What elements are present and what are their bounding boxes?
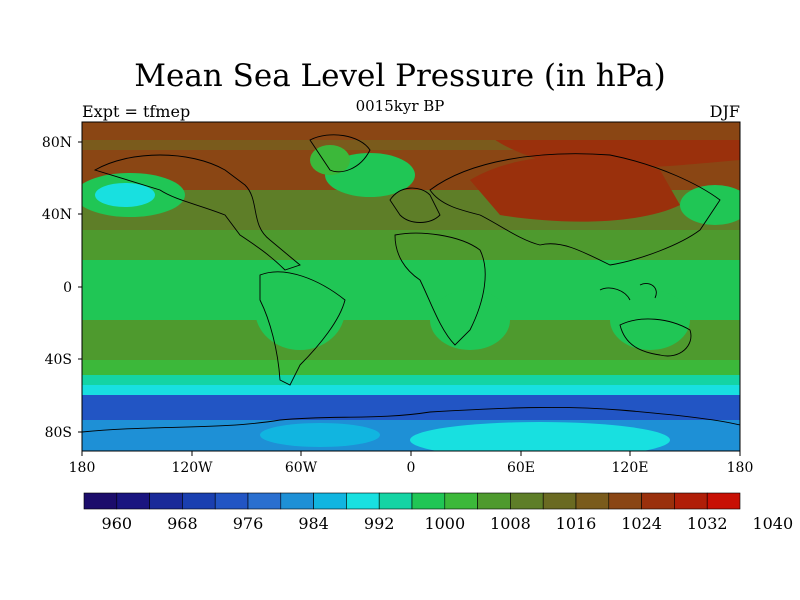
colorbar-label: 968 <box>167 514 198 533</box>
lat-tick-label: 40S <box>45 352 72 368</box>
colorbar-label: 1016 <box>556 514 597 533</box>
colorbar-label: 976 <box>233 514 264 533</box>
colorbar-swatch <box>247 492 282 510</box>
colorbar-label: 992 <box>364 514 395 533</box>
colorbar-swatch <box>182 492 216 510</box>
map-plot-area <box>82 122 740 451</box>
lon-tick-label: 120E <box>612 460 649 476</box>
colorbar-label: 1000 <box>424 514 465 533</box>
lon-tick-label: 180 <box>727 460 754 476</box>
colorbar-label: 1040 <box>752 514 793 533</box>
colorbar-swatch <box>444 492 478 510</box>
lon-tick-label: 0 <box>407 460 416 476</box>
colorbar-swatch <box>346 492 380 510</box>
colorbar-swatch <box>706 492 741 510</box>
colorbar-label: 1024 <box>621 514 662 533</box>
chart-subtitle: 0015kyr BP <box>355 97 445 115</box>
lon-tick-label: 180 <box>69 460 96 476</box>
chart-title: Mean Sea Level Pressure (in hPa) <box>134 58 666 94</box>
colorbar-swatch <box>214 492 249 510</box>
lat-tick-label: 80N <box>42 135 72 151</box>
colorbar-swatch <box>674 492 708 510</box>
colorbar-label: 1032 <box>687 514 728 533</box>
lon-tick-label: 120W <box>171 460 213 476</box>
colorbar-swatch <box>378 492 413 510</box>
coastlines <box>82 134 740 433</box>
colorbar-label: 984 <box>298 514 329 533</box>
colorbar-swatch <box>83 492 118 510</box>
colorbar-swatch <box>313 492 347 510</box>
experiment-label: Expt = tfmep <box>82 102 191 121</box>
lat-axis: 80N 40N 0 40S 80S <box>42 135 82 441</box>
colorbar-label: 960 <box>102 514 133 533</box>
lat-tick-label: 40N <box>42 207 72 223</box>
lat-tick-label: 80S <box>45 425 72 441</box>
colorbar-swatch <box>280 492 314 510</box>
colorbar: 960 968 976 984 992 1000 1008 1016 1024 1032 1040 <box>83 492 793 533</box>
lon-axis: 180 120W 60W 0 60E 120E 180 <box>69 451 754 476</box>
colorbar-swatch <box>641 492 675 510</box>
lon-tick-label: 60E <box>507 460 535 476</box>
colorbar-label: 1008 <box>490 514 531 533</box>
colorbar-swatch <box>411 492 446 510</box>
colorbar-swatch <box>575 492 610 510</box>
colorbar-swatch <box>149 492 183 510</box>
colorbar-swatch <box>510 492 544 510</box>
colorbar-swatch <box>608 492 642 510</box>
colorbar-swatch <box>477 492 511 510</box>
lon-tick-label: 60W <box>285 460 318 476</box>
colorbar-swatch <box>116 492 150 510</box>
colorbar-swatch <box>542 492 577 510</box>
lat-tick-label: 0 <box>63 280 72 296</box>
season-label: DJF <box>709 102 740 121</box>
